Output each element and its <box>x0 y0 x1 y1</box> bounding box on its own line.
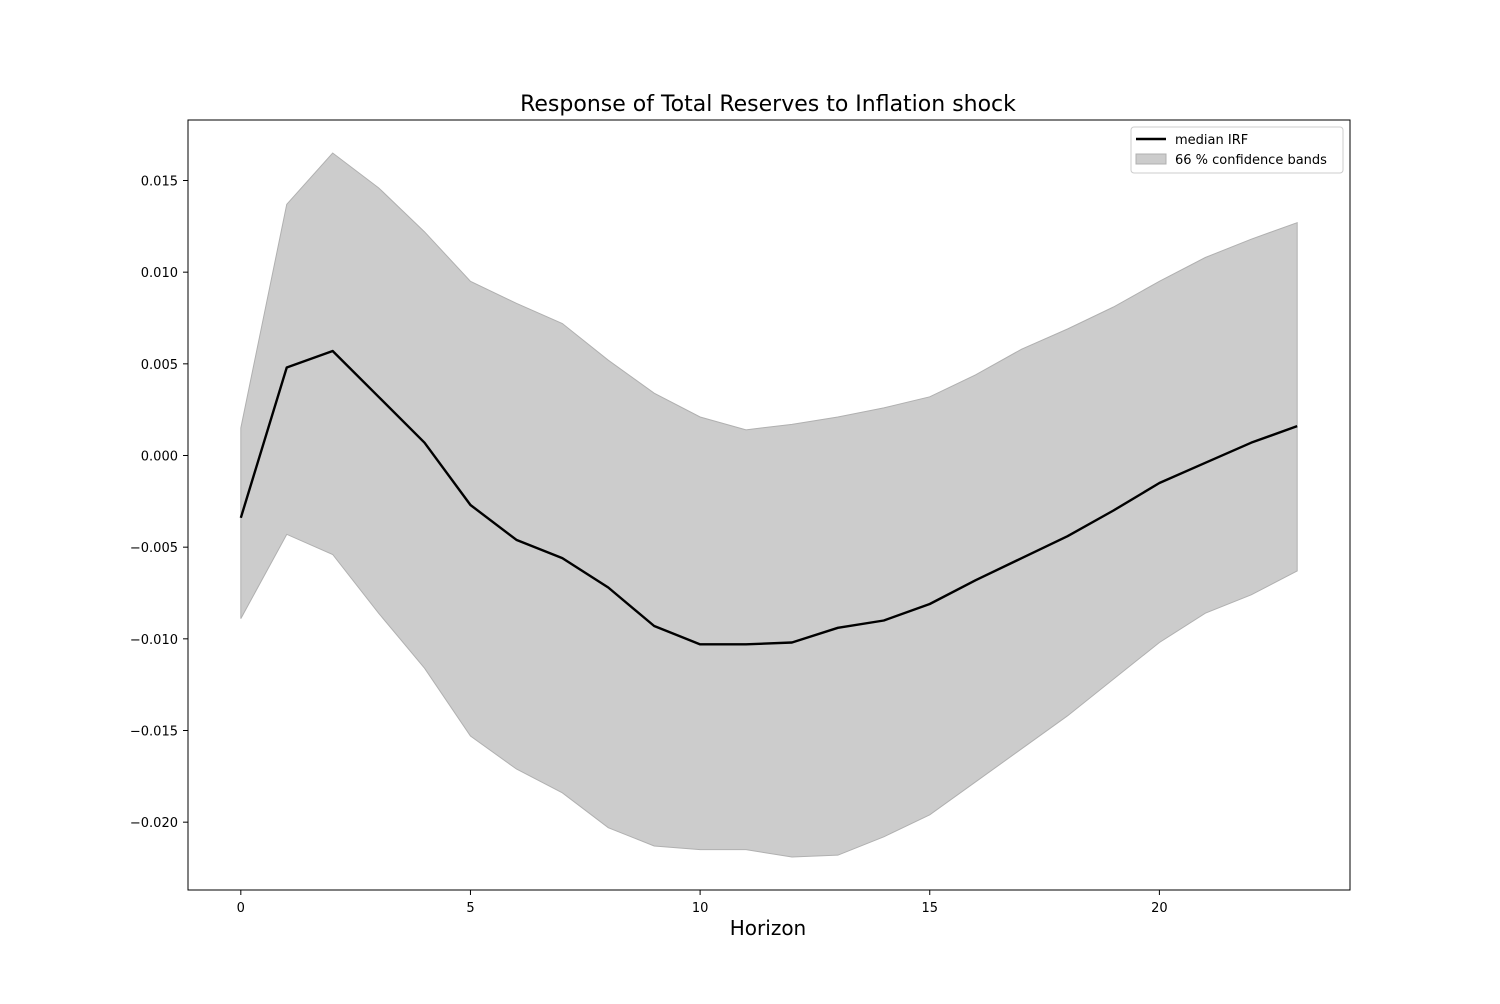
x-tick-label: 5 <box>466 901 474 916</box>
median-irf-point <box>974 579 976 581</box>
median-irf-point <box>653 625 655 627</box>
axes: 0 5 10 15 20 −0.020 −0.015 −0.010 −0.005 0.000 0.0… <box>130 119 1351 916</box>
median-irf-point <box>1158 482 1160 484</box>
median-irf-point <box>1250 441 1252 443</box>
median-irf-point <box>699 643 701 645</box>
median-irf-point <box>883 619 885 621</box>
plot-area <box>239 152 1298 858</box>
median-irf-point <box>469 504 471 506</box>
legend-label-median: median IRF <box>1175 133 1248 148</box>
y-tick-label: −0.015 <box>130 725 178 740</box>
y-tick-label: −0.010 <box>130 633 178 648</box>
axes-frame <box>187 119 1351 891</box>
y-tick-label: 0.005 <box>141 358 178 373</box>
median-irf-point <box>423 441 425 443</box>
median-irf-point <box>929 603 931 605</box>
legend-band-swatch <box>1135 153 1167 165</box>
median-irf-point <box>837 627 839 629</box>
median-irf-line <box>239 349 1298 646</box>
x-tick-label: 10 <box>692 901 709 916</box>
confidence-band <box>240 152 1298 858</box>
median-irf-point <box>1296 425 1298 427</box>
legend-label-band: 66 % confidence bands <box>1175 153 1327 168</box>
median-irf-point <box>745 643 747 645</box>
legend: median IRF 66 % confidence bands <box>1130 126 1344 174</box>
median-irf-point <box>607 586 609 588</box>
median-irf-point <box>1066 535 1068 537</box>
median-irf-point <box>791 641 793 643</box>
y-tick-label: −0.005 <box>130 541 178 556</box>
x-tick-label: 15 <box>921 901 938 916</box>
x-tick-label: 20 <box>1151 901 1168 916</box>
y-tick-label: 0.000 <box>141 450 178 465</box>
median-irf-point <box>286 366 288 368</box>
median-irf-point <box>1020 557 1022 559</box>
median-irf-point <box>561 557 563 559</box>
median-irf-point <box>515 539 517 541</box>
y-tick-label: 0.010 <box>141 266 178 281</box>
median-irf-point <box>240 517 242 519</box>
y-tick-label: −0.020 <box>130 816 178 831</box>
median-irf-point <box>331 350 333 352</box>
x-axis-label: Horizon <box>730 916 806 940</box>
median-irf-point <box>1204 462 1206 464</box>
chart-title: Response of Total Reserves to Inflation … <box>520 92 1016 117</box>
y-tick-label: 0.015 <box>141 175 178 190</box>
median-irf-point <box>1112 509 1114 511</box>
x-tick-label: 0 <box>237 901 245 916</box>
median-irf-point <box>377 396 379 398</box>
legend-frame <box>1130 126 1344 174</box>
